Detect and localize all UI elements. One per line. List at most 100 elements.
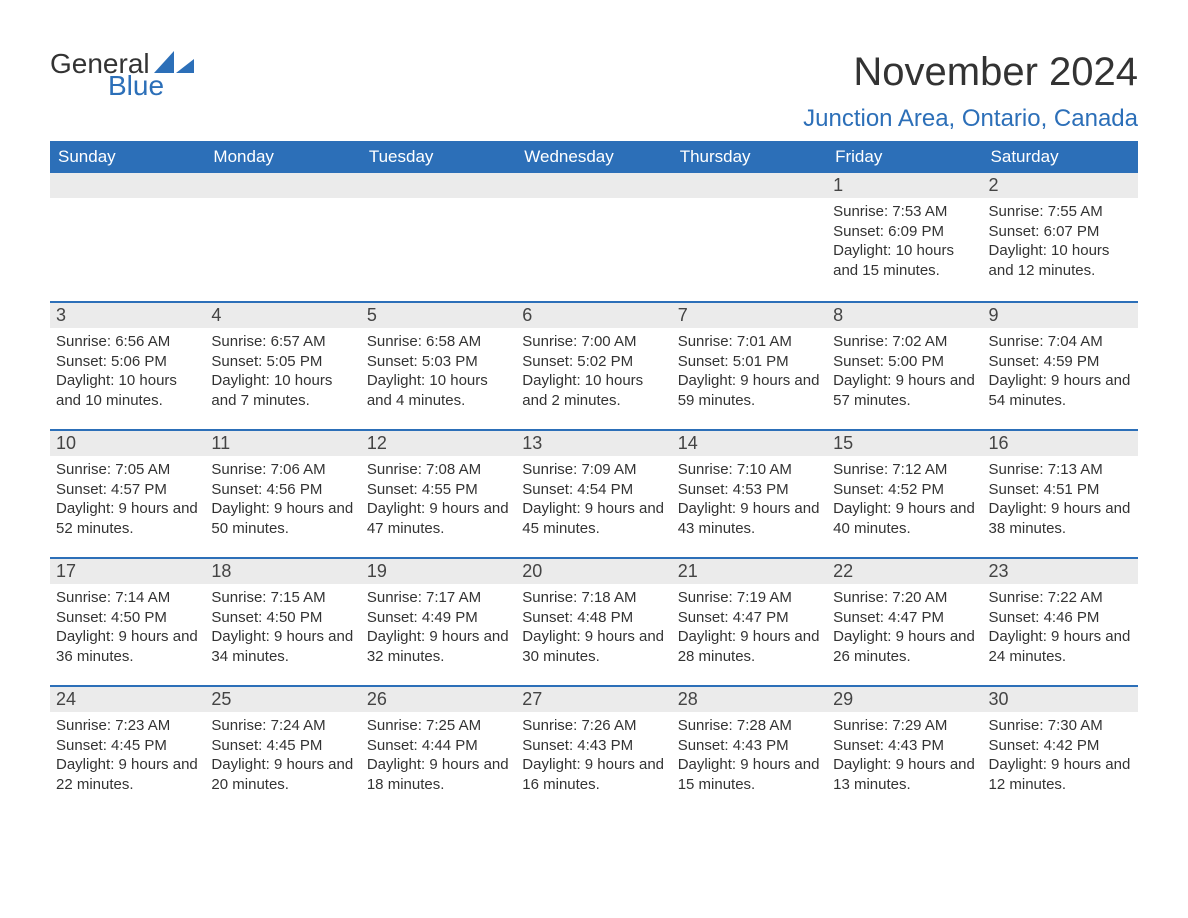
- daylight-line: Daylight: 9 hours and 20 minutes.: [211, 755, 354, 794]
- day-details: Sunrise: 7:23 AMSunset: 4:45 PMDaylight:…: [50, 712, 205, 800]
- sunset-line: Sunset: 4:51 PM: [989, 480, 1132, 500]
- day-details: Sunrise: 7:00 AMSunset: 5:02 PMDaylight:…: [516, 328, 671, 416]
- calendar-day-cell: 9Sunrise: 7:04 AMSunset: 4:59 PMDaylight…: [983, 301, 1138, 429]
- sunset-line: Sunset: 4:46 PM: [989, 608, 1132, 628]
- day-number: 8: [827, 301, 982, 328]
- calendar-week-row: 1Sunrise: 7:53 AMSunset: 6:09 PMDaylight…: [50, 173, 1138, 301]
- calendar-day-cell: 18Sunrise: 7:15 AMSunset: 4:50 PMDayligh…: [205, 557, 360, 685]
- empty-day-header: [50, 173, 205, 198]
- sunset-line: Sunset: 4:59 PM: [989, 352, 1132, 372]
- calendar-day-cell: 10Sunrise: 7:05 AMSunset: 4:57 PMDayligh…: [50, 429, 205, 557]
- sunrise-line: Sunrise: 7:12 AM: [833, 460, 976, 480]
- sunrise-line: Sunrise: 7:17 AM: [367, 588, 510, 608]
- sunset-line: Sunset: 4:43 PM: [522, 736, 665, 756]
- logo: General Blue: [50, 50, 194, 100]
- daylight-line: Daylight: 9 hours and 28 minutes.: [678, 627, 821, 666]
- sunrise-line: Sunrise: 7:02 AM: [833, 332, 976, 352]
- weekday-header: Thursday: [672, 141, 827, 173]
- sunrise-line: Sunrise: 6:57 AM: [211, 332, 354, 352]
- sunset-line: Sunset: 5:06 PM: [56, 352, 199, 372]
- daylight-line: Daylight: 9 hours and 54 minutes.: [989, 371, 1132, 410]
- sunrise-line: Sunrise: 7:10 AM: [678, 460, 821, 480]
- day-details: Sunrise: 7:53 AMSunset: 6:09 PMDaylight:…: [827, 198, 982, 286]
- daylight-line: Daylight: 9 hours and 22 minutes.: [56, 755, 199, 794]
- day-number: 1: [827, 173, 982, 198]
- sunrise-line: Sunrise: 7:53 AM: [833, 202, 976, 222]
- day-details: Sunrise: 7:30 AMSunset: 4:42 PMDaylight:…: [983, 712, 1138, 800]
- day-details: Sunrise: 7:29 AMSunset: 4:43 PMDaylight:…: [827, 712, 982, 800]
- daylight-line: Daylight: 9 hours and 50 minutes.: [211, 499, 354, 538]
- calendar-day-cell: 30Sunrise: 7:30 AMSunset: 4:42 PMDayligh…: [983, 685, 1138, 813]
- day-number: 24: [50, 685, 205, 712]
- calendar-day-cell: 17Sunrise: 7:14 AMSunset: 4:50 PMDayligh…: [50, 557, 205, 685]
- calendar-empty-cell: [672, 173, 827, 301]
- month-title: November 2024: [803, 50, 1138, 95]
- weekday-header: Friday: [827, 141, 982, 173]
- daylight-line: Daylight: 10 hours and 12 minutes.: [989, 241, 1132, 280]
- daylight-line: Daylight: 9 hours and 36 minutes.: [56, 627, 199, 666]
- sunrise-line: Sunrise: 7:14 AM: [56, 588, 199, 608]
- weekday-header: Monday: [205, 141, 360, 173]
- calendar-week-row: 10Sunrise: 7:05 AMSunset: 4:57 PMDayligh…: [50, 429, 1138, 557]
- day-details: Sunrise: 7:25 AMSunset: 4:44 PMDaylight:…: [361, 712, 516, 800]
- calendar-day-cell: 12Sunrise: 7:08 AMSunset: 4:55 PMDayligh…: [361, 429, 516, 557]
- sunrise-line: Sunrise: 7:18 AM: [522, 588, 665, 608]
- calendar-day-cell: 2Sunrise: 7:55 AMSunset: 6:07 PMDaylight…: [983, 173, 1138, 301]
- daylight-line: Daylight: 9 hours and 24 minutes.: [989, 627, 1132, 666]
- day-details: Sunrise: 7:06 AMSunset: 4:56 PMDaylight:…: [205, 456, 360, 544]
- sunrise-line: Sunrise: 7:28 AM: [678, 716, 821, 736]
- empty-day-header: [516, 173, 671, 198]
- sunset-line: Sunset: 4:57 PM: [56, 480, 199, 500]
- sunrise-line: Sunrise: 7:00 AM: [522, 332, 665, 352]
- day-number: 20: [516, 557, 671, 584]
- sunrise-line: Sunrise: 7:20 AM: [833, 588, 976, 608]
- day-number: 3: [50, 301, 205, 328]
- day-details: Sunrise: 7:14 AMSunset: 4:50 PMDaylight:…: [50, 584, 205, 672]
- day-details: Sunrise: 6:57 AMSunset: 5:05 PMDaylight:…: [205, 328, 360, 416]
- weekday-header: Tuesday: [361, 141, 516, 173]
- day-details: Sunrise: 7:15 AMSunset: 4:50 PMDaylight:…: [205, 584, 360, 672]
- daylight-line: Daylight: 9 hours and 52 minutes.: [56, 499, 199, 538]
- day-details: Sunrise: 7:13 AMSunset: 4:51 PMDaylight:…: [983, 456, 1138, 544]
- empty-day-header: [361, 173, 516, 198]
- calendar-day-cell: 28Sunrise: 7:28 AMSunset: 4:43 PMDayligh…: [672, 685, 827, 813]
- sunrise-line: Sunrise: 7:15 AM: [211, 588, 354, 608]
- daylight-line: Daylight: 9 hours and 34 minutes.: [211, 627, 354, 666]
- daylight-line: Daylight: 9 hours and 32 minutes.: [367, 627, 510, 666]
- sunset-line: Sunset: 4:50 PM: [211, 608, 354, 628]
- sunset-line: Sunset: 4:47 PM: [678, 608, 821, 628]
- daylight-line: Daylight: 10 hours and 10 minutes.: [56, 371, 199, 410]
- day-details: Sunrise: 7:19 AMSunset: 4:47 PMDaylight:…: [672, 584, 827, 672]
- calendar-day-cell: 11Sunrise: 7:06 AMSunset: 4:56 PMDayligh…: [205, 429, 360, 557]
- calendar-day-cell: 21Sunrise: 7:19 AMSunset: 4:47 PMDayligh…: [672, 557, 827, 685]
- sunset-line: Sunset: 4:45 PM: [56, 736, 199, 756]
- calendar-day-cell: 5Sunrise: 6:58 AMSunset: 5:03 PMDaylight…: [361, 301, 516, 429]
- sunset-line: Sunset: 4:54 PM: [522, 480, 665, 500]
- day-number: 5: [361, 301, 516, 328]
- sunset-line: Sunset: 4:44 PM: [367, 736, 510, 756]
- daylight-line: Daylight: 9 hours and 12 minutes.: [989, 755, 1132, 794]
- daylight-line: Daylight: 10 hours and 15 minutes.: [833, 241, 976, 280]
- sunset-line: Sunset: 4:56 PM: [211, 480, 354, 500]
- day-number: 17: [50, 557, 205, 584]
- day-details: Sunrise: 7:05 AMSunset: 4:57 PMDaylight:…: [50, 456, 205, 544]
- calendar-day-cell: 20Sunrise: 7:18 AMSunset: 4:48 PMDayligh…: [516, 557, 671, 685]
- weekday-header: Wednesday: [516, 141, 671, 173]
- day-number: 19: [361, 557, 516, 584]
- calendar-day-cell: 25Sunrise: 7:24 AMSunset: 4:45 PMDayligh…: [205, 685, 360, 813]
- daylight-line: Daylight: 9 hours and 40 minutes.: [833, 499, 976, 538]
- empty-day-header: [672, 173, 827, 198]
- sunrise-line: Sunrise: 7:29 AM: [833, 716, 976, 736]
- empty-day-header: [205, 173, 360, 198]
- day-details: Sunrise: 7:12 AMSunset: 4:52 PMDaylight:…: [827, 456, 982, 544]
- day-number: 11: [205, 429, 360, 456]
- logo-text-blue: Blue: [108, 72, 164, 100]
- calendar-table: SundayMondayTuesdayWednesdayThursdayFrid…: [50, 141, 1138, 813]
- day-number: 21: [672, 557, 827, 584]
- sunrise-line: Sunrise: 7:26 AM: [522, 716, 665, 736]
- daylight-line: Daylight: 9 hours and 57 minutes.: [833, 371, 976, 410]
- calendar-day-cell: 8Sunrise: 7:02 AMSunset: 5:00 PMDaylight…: [827, 301, 982, 429]
- calendar-empty-cell: [516, 173, 671, 301]
- sunset-line: Sunset: 4:45 PM: [211, 736, 354, 756]
- day-number: 15: [827, 429, 982, 456]
